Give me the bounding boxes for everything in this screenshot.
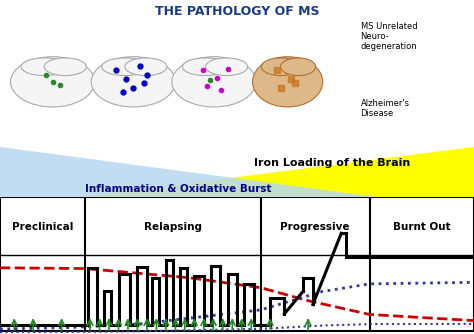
Text: Iron Loading of the Brain: Iron Loading of the Brain bbox=[254, 158, 410, 168]
Text: THE PATHOLOGY OF MS: THE PATHOLOGY OF MS bbox=[155, 5, 319, 18]
Ellipse shape bbox=[206, 58, 247, 75]
Ellipse shape bbox=[10, 57, 95, 107]
Ellipse shape bbox=[281, 58, 316, 75]
Polygon shape bbox=[57, 147, 474, 200]
Ellipse shape bbox=[91, 57, 175, 107]
Ellipse shape bbox=[172, 57, 256, 107]
Ellipse shape bbox=[125, 58, 167, 75]
Ellipse shape bbox=[21, 58, 67, 75]
Text: Preclinical: Preclinical bbox=[12, 221, 73, 231]
Ellipse shape bbox=[102, 58, 148, 75]
Text: Progressive: Progressive bbox=[281, 221, 350, 231]
Ellipse shape bbox=[44, 58, 86, 75]
Ellipse shape bbox=[253, 57, 323, 107]
Ellipse shape bbox=[182, 58, 228, 75]
Text: Burnt Out: Burnt Out bbox=[393, 221, 451, 231]
Polygon shape bbox=[0, 147, 403, 200]
Text: Alzheimer's
Disease: Alzheimer's Disease bbox=[361, 99, 410, 119]
Text: MS Unrelated
Neuro-
degeneration: MS Unrelated Neuro- degeneration bbox=[361, 21, 417, 51]
Ellipse shape bbox=[261, 58, 300, 75]
Text: Relapsing: Relapsing bbox=[144, 221, 202, 231]
Text: Inflammation & Oxidative Burst: Inflammation & Oxidative Burst bbox=[85, 184, 272, 194]
